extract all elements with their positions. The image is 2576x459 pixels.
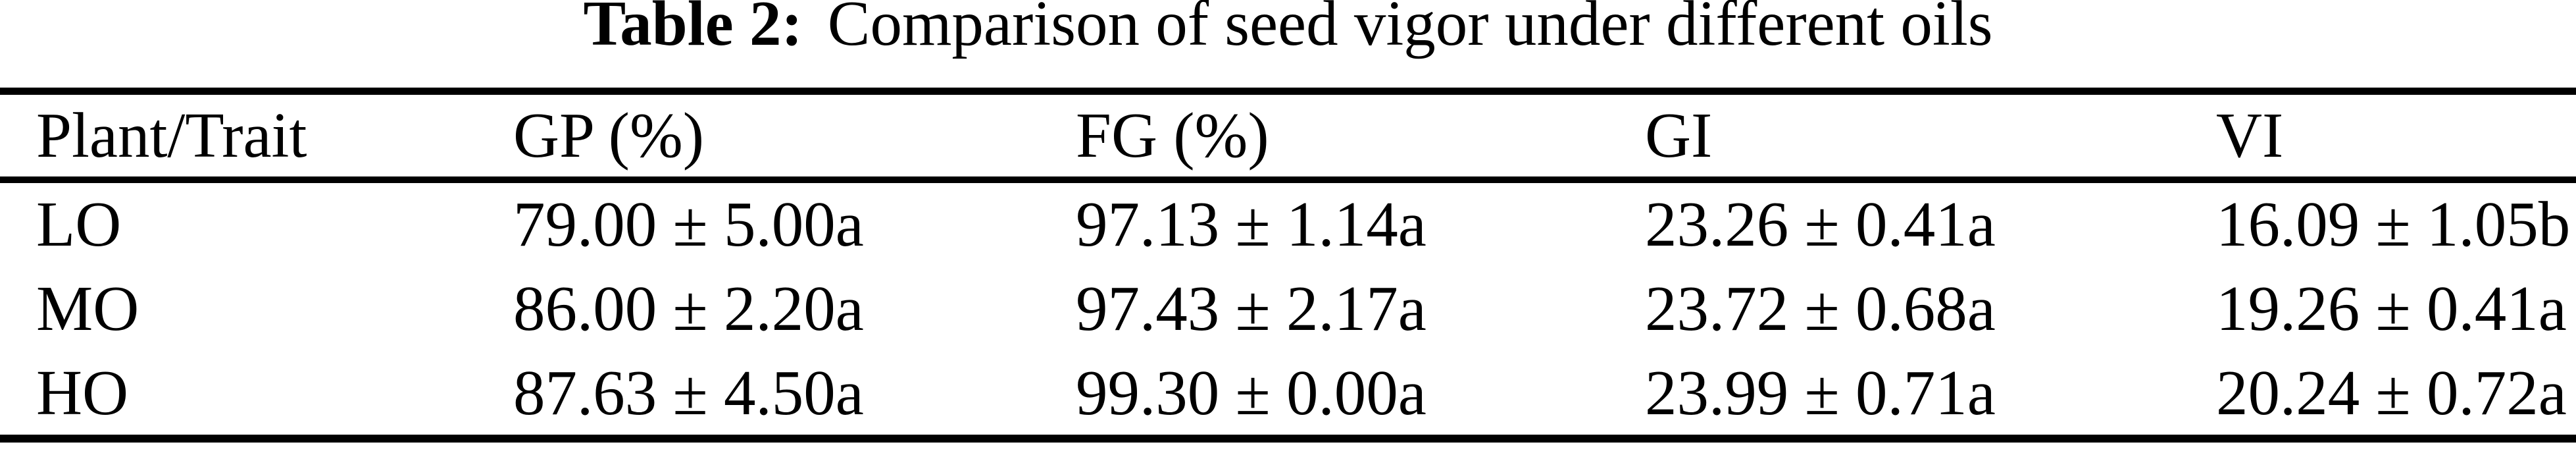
cell-ho-gi: 23.99 ± 0.71a xyxy=(1645,358,1996,428)
cell-lo-plant: LO xyxy=(36,188,122,259)
cell-mo-fg: 97.43 ± 2.17a xyxy=(1076,273,1427,344)
cell-lo-gp: 79.00 ± 5.00a xyxy=(513,188,864,259)
cell-mo-vi: 19.26 ± 0.41a xyxy=(2216,273,2567,344)
cell-mo-gi: 23.72 ± 0.68a xyxy=(1645,273,1996,344)
header-row: Plant/Trait GP (%) FG (%) GI VI xyxy=(0,92,2576,180)
seed-vigor-table: Plant/Trait GP (%) FG (%) GI VI LO 79.00… xyxy=(0,88,2576,443)
cell-ho-plant: HO xyxy=(36,358,129,428)
table-row-ho: HO 87.63 ± 4.50a 99.30 ± 0.00a 23.99 ± 0… xyxy=(0,352,2576,439)
cell-ho-vi: 20.24 ± 0.72a xyxy=(2216,358,2567,428)
column-header-fg: FG (%) xyxy=(1076,99,1269,171)
table-caption-label: Table 2: xyxy=(583,0,803,59)
table-row-lo: LO 79.00 ± 5.00a 97.13 ± 1.14a 23.26 ± 0… xyxy=(0,180,2576,266)
cell-mo-plant: MO xyxy=(36,273,139,344)
table-row-mo: MO 86.00 ± 2.20a 97.43 ± 2.17a 23.72 ± 0… xyxy=(0,266,2576,352)
column-header-gp: GP (%) xyxy=(513,99,705,171)
table-caption-title: Comparison of seed vigor under different… xyxy=(827,0,1993,59)
cell-mo-gp: 86.00 ± 2.20a xyxy=(513,273,864,344)
column-header-plant-trait: Plant/Trait xyxy=(36,99,307,171)
cell-lo-gi: 23.26 ± 0.41a xyxy=(1645,188,1996,259)
column-header-gi: GI xyxy=(1645,99,1713,171)
cell-ho-gp: 87.63 ± 4.50a xyxy=(513,358,864,428)
cell-ho-fg: 99.30 ± 0.00a xyxy=(1076,358,1427,428)
column-header-vi: VI xyxy=(2216,99,2284,171)
table-caption: Table 2: Comparison of seed vigor under d… xyxy=(0,0,2576,61)
cell-lo-fg: 97.13 ± 1.14a xyxy=(1076,188,1427,259)
cell-lo-vi: 16.09 ± 1.05b xyxy=(2216,188,2571,259)
